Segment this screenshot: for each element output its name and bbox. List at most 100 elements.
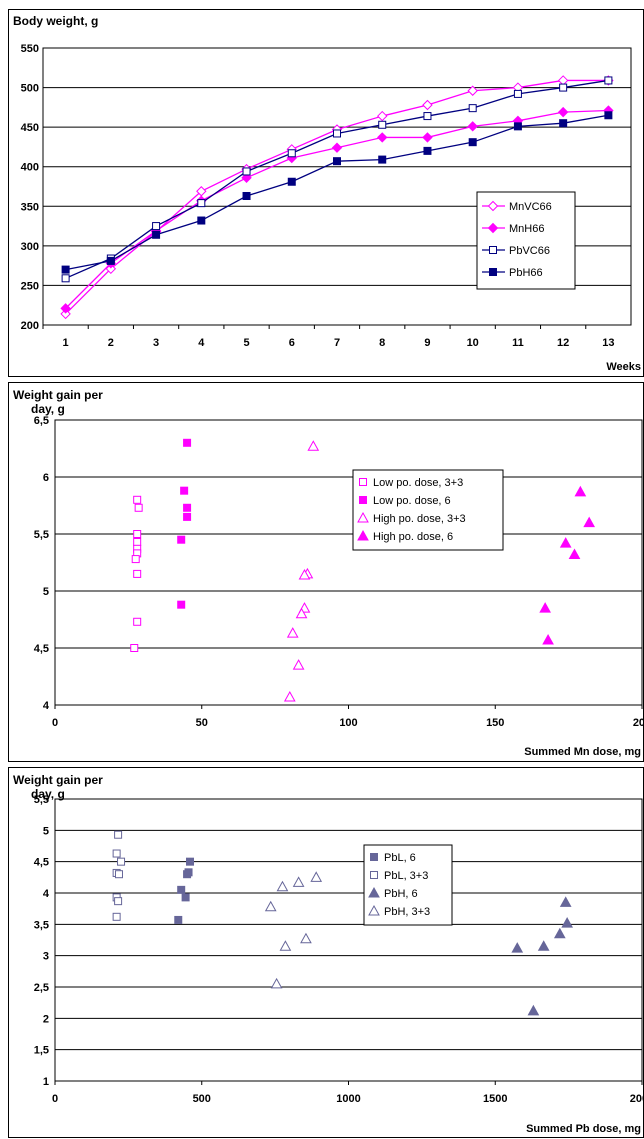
legend-marker (370, 871, 378, 879)
y-tick-label: 5 (43, 825, 49, 837)
x-tick-label: 3 (153, 337, 159, 349)
x-tick-label: 1000 (336, 1093, 360, 1105)
data-point (276, 880, 289, 892)
data-point (604, 76, 613, 85)
data-point (133, 617, 142, 626)
legend-label: MnH66 (509, 223, 544, 235)
y-tick-label: 1,5 (34, 1045, 49, 1057)
data-point (539, 602, 551, 613)
y-axis-title: Body weight, g (13, 14, 98, 28)
data-point (292, 659, 305, 670)
data-point (114, 830, 123, 839)
y-tick-label: 400 (21, 162, 39, 174)
data-point (378, 155, 387, 164)
data-point (174, 915, 183, 924)
data-point (333, 129, 341, 138)
y-tick-label: 4,5 (34, 857, 49, 869)
data-point (279, 940, 292, 951)
x-tick-label: 13 (602, 337, 614, 349)
data-point (61, 274, 70, 283)
data-point (377, 132, 388, 143)
legend-label: High po. dose, 3+3 (373, 513, 466, 525)
data-point (61, 265, 70, 274)
data-point (574, 485, 587, 497)
data-point (559, 896, 572, 907)
y-tick-label: 5,5 (34, 794, 49, 806)
data-point (559, 119, 568, 128)
legend-label: Low po. dose, 3+3 (373, 477, 463, 489)
x-tick-label: 2000 (630, 1093, 643, 1105)
data-point (130, 644, 139, 652)
y-tick-label: 450 (21, 122, 39, 134)
x-tick-label: 12 (557, 337, 569, 349)
y-axis-title-line2: day, g (31, 402, 65, 416)
x-tick-label: 11 (512, 337, 524, 349)
legend-marker (359, 496, 367, 504)
data-point (513, 122, 522, 131)
data-point (283, 690, 296, 702)
data-point (300, 932, 312, 944)
mn-weight-gain-chart-panel: Weight gain per day, g 4 4,5 5 5,5 6 6,5 0 50 100 1… (8, 382, 644, 762)
data-point (114, 870, 123, 879)
x-tick-label: 0 (52, 1093, 58, 1105)
y-tick-label: 350 (21, 201, 39, 213)
data-point (286, 627, 299, 638)
data-point (264, 900, 277, 912)
data-point (133, 569, 142, 578)
plot-area (42, 47, 632, 326)
data-point (183, 512, 192, 521)
data-point (467, 121, 478, 132)
body-weight-chart-panel: Body weight, g 200 250 300 350 400 450 500 550 1 2… (8, 9, 644, 377)
y-tick-label: 4 (43, 700, 50, 712)
data-point (331, 142, 343, 153)
data-point (183, 870, 192, 879)
y-axis-title-line1: Weight gain per (13, 773, 103, 787)
legend-label: PbL, 3+3 (384, 870, 428, 882)
data-point (133, 537, 142, 546)
data-point (527, 1004, 540, 1016)
x-tick-label: 500 (193, 1093, 211, 1105)
data-point (152, 230, 161, 239)
data-point (183, 438, 192, 447)
x-axis-title: Summed Pb dose, mg (526, 1123, 641, 1135)
legend-marker (489, 246, 497, 254)
legend-label: PbH, 6 (384, 888, 418, 900)
legend-label: PbVC66 (509, 245, 550, 257)
legend-label: PbH, 3+3 (384, 906, 430, 918)
legend-marker (370, 853, 378, 861)
x-tick-label: 0 (52, 717, 58, 729)
y-axis-title-line1: Weight gain per (13, 388, 103, 402)
y-tick-label: 5 (43, 586, 49, 598)
legend-box (363, 844, 453, 926)
data-point (468, 104, 477, 113)
x-tick-label: 6 (289, 337, 295, 349)
data-point (542, 633, 554, 645)
data-point (287, 177, 296, 186)
data-point (568, 548, 581, 560)
data-point (295, 607, 308, 619)
data-point (241, 172, 252, 184)
data-point (557, 106, 569, 118)
data-point (287, 149, 296, 158)
data-point (133, 530, 142, 538)
x-tick-label: 9 (424, 337, 430, 349)
x-axis-title: Weeks (606, 361, 641, 373)
y-tick-label: 550 (21, 43, 39, 55)
data-point (242, 191, 251, 200)
data-point (114, 897, 123, 906)
data-point (242, 167, 251, 176)
y-tick-label: 300 (21, 241, 39, 253)
y-tick-label: 3 (43, 951, 49, 963)
data-point (537, 940, 550, 951)
data-point (511, 942, 524, 953)
data-point (333, 157, 341, 166)
legend-marker (357, 511, 369, 523)
data-point (423, 112, 432, 121)
legend-marker (368, 886, 380, 898)
legend-marker (359, 478, 367, 486)
data-point (152, 222, 161, 231)
data-point (292, 876, 305, 887)
